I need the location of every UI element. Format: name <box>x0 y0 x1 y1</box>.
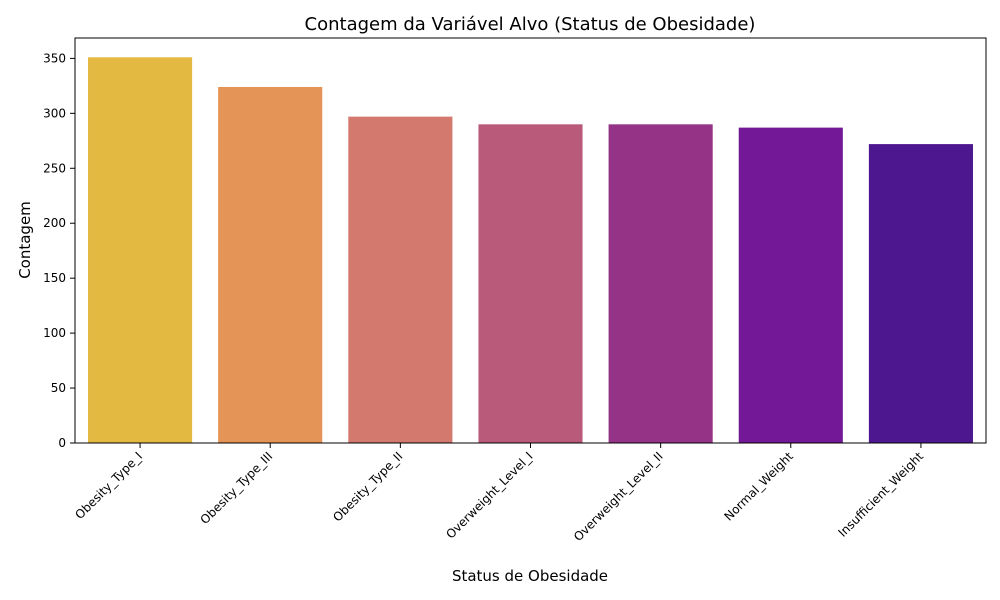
y-tick-label: 50 <box>51 381 66 395</box>
x-axis-label: Status de Obesidade <box>452 567 608 585</box>
y-tick-label: 100 <box>43 326 66 340</box>
y-tick-label: 0 <box>58 436 66 450</box>
y-tick-label: 250 <box>43 161 66 175</box>
bars-group <box>88 57 973 444</box>
bar-obesity-type-ii <box>348 116 453 443</box>
x-tick-label: Insufficient_Weight <box>836 449 927 540</box>
y-tick-label: 200 <box>43 216 66 230</box>
y-tick-label: 150 <box>43 271 66 285</box>
bar-insufficient-weight <box>868 144 973 443</box>
y-axis-ticks: 0 50 100 150 200 250 300 350 <box>43 51 75 450</box>
x-tick-label: Normal_Weight <box>721 449 796 524</box>
x-tick-label: Overweight_Level_II <box>571 449 666 544</box>
bar-overweight-level-i <box>478 124 583 444</box>
x-tick-label: Obesity_Type_II <box>330 449 405 524</box>
y-tick-label: 300 <box>43 106 66 120</box>
plot-frame <box>74 37 987 444</box>
x-tick-label: Obesity_Type_III <box>198 449 276 527</box>
y-axis-label: Contagem <box>16 201 34 279</box>
bar-normal-weight <box>738 127 843 443</box>
x-axis-ticks: Obesity_Type_I Obesity_Type_III Obesity_Ty… <box>72 443 926 544</box>
x-tick-label: Overweight_Level_I <box>443 449 535 541</box>
y-tick-label: 350 <box>43 51 66 65</box>
bar-obesity-type-i <box>88 57 193 444</box>
bar-obesity-type-iii <box>218 86 323 443</box>
bar-overweight-level-ii <box>608 124 713 444</box>
x-tick-label: Obesity_Type_I <box>72 449 145 522</box>
chart-title: Contagem da Variável Alvo (Status de Obe… <box>305 14 756 35</box>
